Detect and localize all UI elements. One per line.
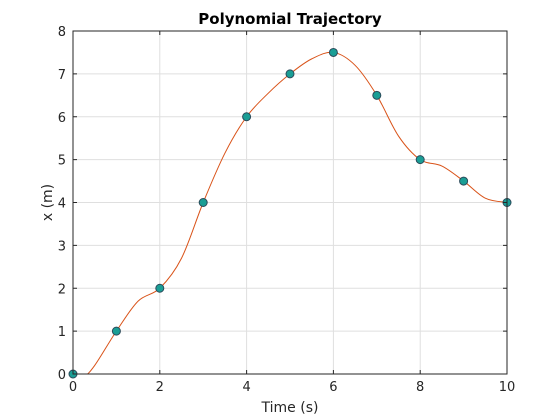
waypoint-marker: [111, 326, 121, 336]
y-tick-label: 3: [58, 239, 66, 254]
x-tick-label: 10: [499, 380, 516, 395]
waypoint-marker: [242, 112, 252, 122]
x-tick-label: 4: [242, 380, 250, 395]
y-axis-label: x (m): [40, 184, 56, 221]
waypoint-marker: [372, 90, 382, 100]
grid: [72, 30, 508, 375]
y-tick-label: 5: [58, 154, 66, 169]
y-tick-label: 8: [58, 25, 66, 40]
y-tick-label: 1: [58, 325, 66, 340]
chart-title: Polynomial Trajectory: [198, 10, 382, 28]
x-axis-label: Time (s): [261, 400, 319, 416]
x-tick-label: 2: [156, 380, 164, 395]
waypoint-marker: [415, 155, 425, 165]
y-tick-label: 6: [58, 111, 66, 126]
x-tick-label: 6: [329, 380, 337, 395]
y-tick-label: 2: [58, 282, 66, 297]
ticks: 0 2 4 6 8 10 0 1 2 3 4 5 6 7 8: [58, 25, 516, 395]
y-tick-label: 0: [58, 368, 66, 383]
waypoint-marker: [328, 47, 338, 57]
waypoint-markers: [68, 47, 512, 379]
trajectory-line: [73, 51, 507, 374]
waypoint-marker: [198, 198, 208, 207]
y-tick-label: 4: [58, 197, 66, 212]
waypoint-marker: [285, 69, 295, 79]
x-tick-label: 0: [69, 380, 77, 395]
y-tick-label: 7: [58, 68, 66, 83]
trajectory-layer: [73, 51, 507, 374]
waypoint-marker: [459, 176, 469, 186]
waypoint-marker: [155, 283, 165, 293]
x-tick-label: 8: [416, 380, 424, 395]
